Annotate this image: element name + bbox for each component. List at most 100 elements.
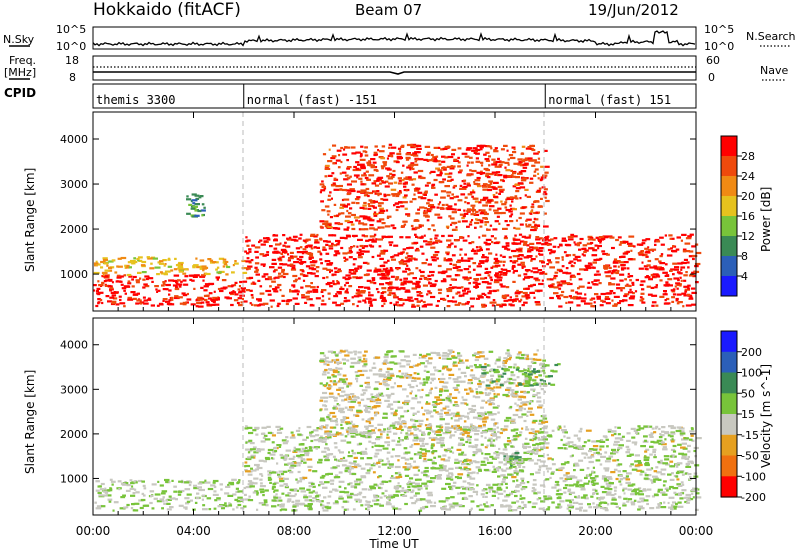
echo-cell: [355, 478, 362, 481]
echo-cell: [482, 204, 489, 207]
echo-cell: [506, 440, 512, 443]
echo-cell: [467, 482, 471, 485]
echo-cell: [450, 242, 454, 245]
echo-cell: [293, 449, 296, 453]
echo-cell: [629, 288, 632, 291]
echo-cell: [166, 498, 172, 501]
echo-cell: [487, 439, 491, 442]
echo-cell: [469, 156, 473, 159]
echo-cell: [248, 276, 254, 279]
echo-cell: [390, 175, 395, 178]
echo-cell: [479, 148, 483, 151]
echo-cell: [481, 303, 486, 306]
echo-cell: [629, 258, 633, 261]
echo-cell: [163, 502, 169, 505]
echo-cell: [504, 495, 510, 498]
echo-cell: [306, 298, 310, 301]
echo-cell: [312, 485, 316, 488]
echo-cell: [544, 438, 548, 441]
echo-cell: [225, 504, 228, 507]
echo-cell: [289, 290, 295, 293]
echo-cell: [320, 303, 327, 306]
echo-cell: [333, 295, 339, 298]
echo-cell: [398, 475, 403, 478]
echo-cell: [578, 459, 584, 462]
echo-cell: [329, 216, 333, 219]
echo-cell: [545, 467, 552, 470]
echo-cell: [309, 499, 313, 502]
echo-cell: [334, 222, 341, 225]
echo-cell: [269, 471, 273, 475]
echo-cell: [552, 471, 555, 474]
echo-cell: [500, 285, 506, 288]
echo-cell: [613, 440, 620, 443]
echo-cell: [647, 259, 652, 263]
echo-cell: [337, 268, 341, 271]
echo-cell: [232, 508, 235, 511]
echo-cell: [383, 249, 389, 252]
echo-cell: [689, 233, 694, 236]
echo-cell: [448, 172, 453, 175]
echo-cell: [367, 178, 371, 181]
echo-cell: [346, 465, 352, 468]
echo-cell: [329, 490, 333, 493]
echo-cell: [462, 292, 469, 295]
echo-cell: [640, 250, 644, 253]
echo-cell: [457, 171, 462, 174]
echo-cell: [489, 397, 495, 400]
echo-cell: [435, 240, 441, 243]
echo-cell: [590, 460, 594, 464]
echo-cell: [333, 267, 338, 270]
echo-cell: [512, 480, 515, 483]
echo-cell: [380, 249, 386, 253]
echo-cell: [340, 286, 343, 289]
cpid-segment-label: normal (fast) -151: [247, 93, 377, 107]
echo-cell: [460, 443, 465, 446]
echo-cell: [535, 255, 538, 258]
echo-cell: [472, 488, 475, 491]
echo-cell: [380, 436, 383, 439]
echo-cell: [402, 201, 408, 204]
echo-cell: [402, 270, 408, 273]
noise-strip-frame: [92, 26, 697, 50]
echo-cell: [334, 227, 340, 230]
echo-cell: [473, 213, 480, 216]
echo-cell: [692, 489, 698, 492]
echo-cell: [542, 174, 548, 177]
echo-cell: [412, 198, 417, 201]
echo-cell: [475, 283, 479, 287]
echo-cell: [131, 485, 134, 488]
echo-cell: [251, 244, 256, 247]
echo-cell: [471, 425, 476, 428]
echo-cell: [443, 505, 447, 508]
echo-cell: [417, 425, 422, 428]
echo-cell: [452, 208, 455, 211]
echo-cell: [125, 489, 131, 492]
echo-cell: [411, 305, 416, 308]
echo-cell: [546, 470, 549, 473]
echo-cell: [631, 436, 636, 439]
echo-cell: [414, 219, 419, 222]
echo-cell: [373, 233, 377, 236]
echo-cell: [531, 487, 535, 490]
echo-cell: [582, 445, 586, 448]
echo-cell: [383, 261, 388, 264]
echo-cell: [227, 494, 234, 497]
echo-cell: [663, 480, 667, 483]
echo-cell: [651, 294, 658, 297]
echo-cell: [333, 188, 340, 191]
echo-cell: [481, 417, 487, 420]
echo-cell: [475, 286, 478, 289]
echo-cell: [364, 190, 367, 193]
echo-cell: [494, 212, 499, 215]
echo-cell: [248, 431, 254, 435]
echo-cell: [393, 432, 398, 435]
echo-cell: [524, 188, 529, 191]
echo-cell: [502, 179, 505, 183]
echo-cell: [271, 280, 276, 283]
echo-cell: [358, 286, 364, 289]
echo-cell: [250, 448, 256, 451]
echo-cell: [382, 291, 387, 294]
echo-cell: [619, 279, 624, 282]
echo-cell: [575, 291, 579, 294]
